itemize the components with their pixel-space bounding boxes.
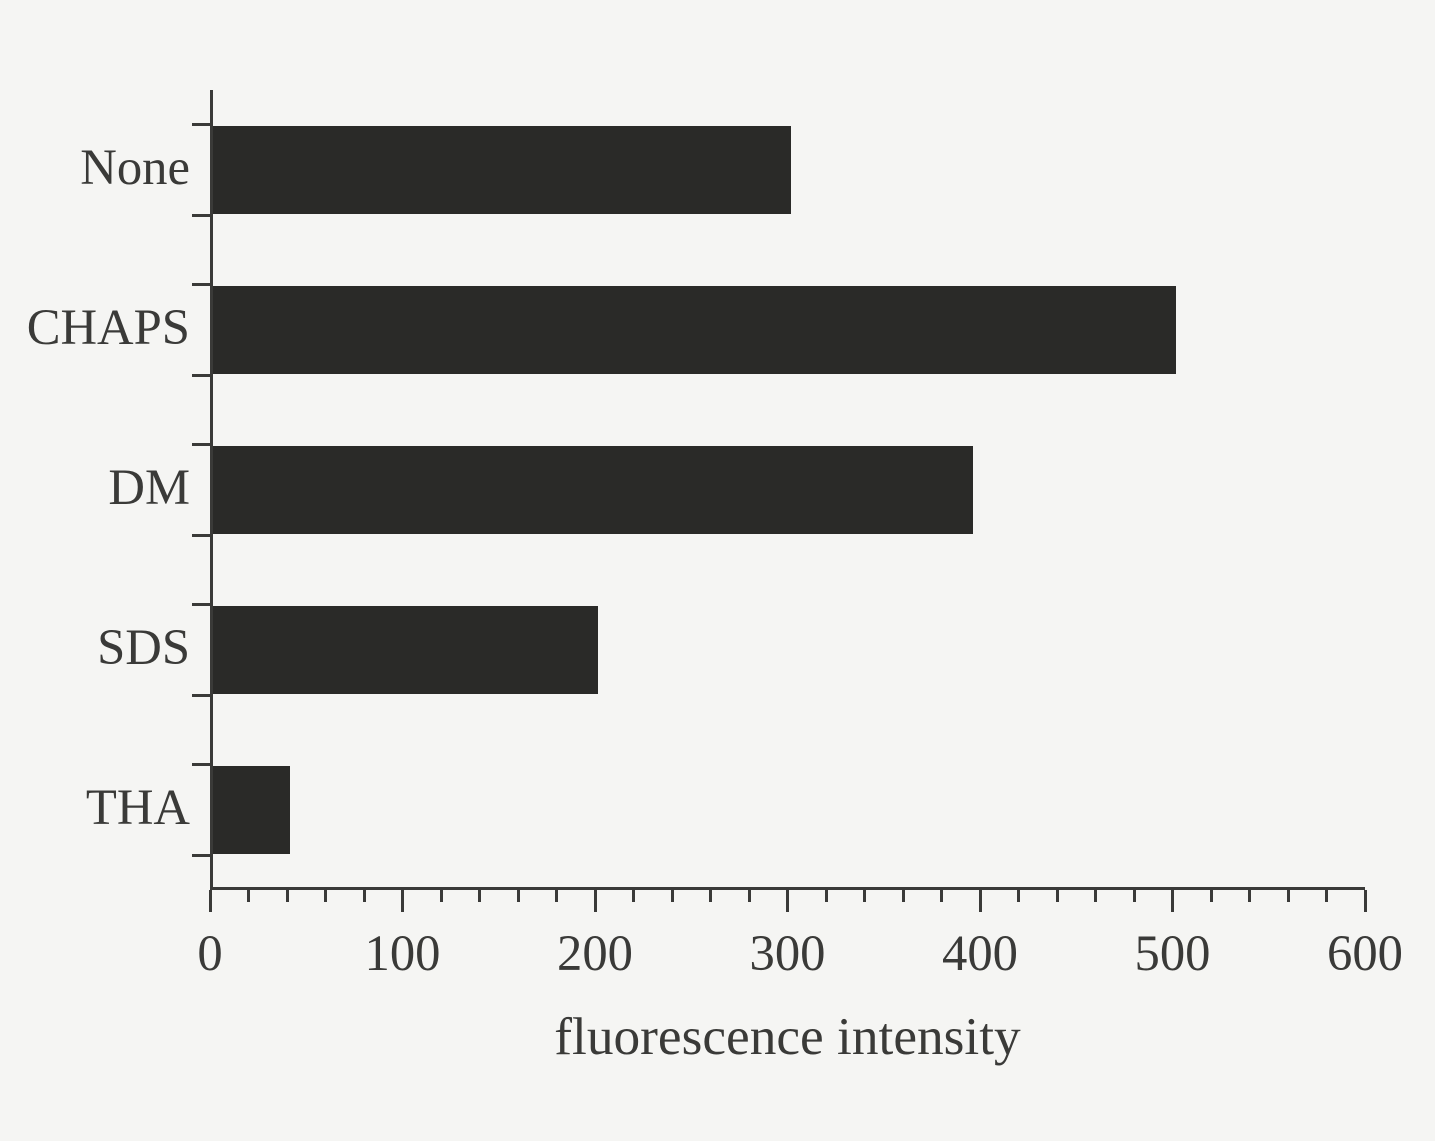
y-label: DM [108, 458, 190, 516]
x-tick-minor [286, 890, 289, 902]
y-tick [192, 214, 210, 217]
x-tick-minor [863, 890, 866, 902]
x-tick-minor [1017, 890, 1020, 902]
bar-tha [213, 766, 290, 854]
x-axis-title: fluorescence intensity [554, 1005, 1020, 1067]
x-tick-label: 600 [1327, 924, 1403, 982]
x-tick-minor [902, 890, 905, 902]
x-tick-major [209, 890, 212, 912]
bar-chaps [213, 286, 1176, 374]
y-label: CHAPS [27, 298, 190, 356]
y-tick [192, 443, 210, 446]
y-tick [192, 603, 210, 606]
x-tick-minor [1133, 890, 1136, 902]
x-tick-minor [555, 890, 558, 902]
x-tick-minor [1056, 890, 1059, 902]
x-tick-minor [632, 890, 635, 902]
y-tick [192, 283, 210, 286]
bar-sds [213, 606, 598, 694]
x-tick-minor [671, 890, 674, 902]
x-tick-minor [825, 890, 828, 902]
x-tick-minor [748, 890, 751, 902]
x-tick-minor [1248, 890, 1251, 902]
x-tick-major [1171, 890, 1174, 912]
y-label: SDS [97, 618, 190, 676]
x-tick-minor [1287, 890, 1290, 902]
x-tick-minor [247, 890, 250, 902]
x-tick-minor [1325, 890, 1328, 902]
y-tick [192, 854, 210, 857]
x-tick-major [594, 890, 597, 912]
x-tick-label: 500 [1135, 924, 1211, 982]
x-tick-label: 200 [557, 924, 633, 982]
bar-none [213, 126, 791, 214]
y-tick [192, 123, 210, 126]
x-tick-minor [324, 890, 327, 902]
x-tick-minor [1094, 890, 1097, 902]
x-tick-major [786, 890, 789, 912]
x-tick-major [979, 890, 982, 912]
y-label: THA [86, 778, 190, 836]
y-tick [192, 534, 210, 537]
y-tick [192, 374, 210, 377]
x-tick-label: 300 [750, 924, 826, 982]
bar-dm [213, 446, 973, 534]
y-tick [192, 763, 210, 766]
y-tick [192, 694, 210, 697]
chart-container: fluorescence intensity None CHAPS DM SDS THA… [0, 0, 1435, 1141]
x-tick-minor [709, 890, 712, 902]
x-tick-label: 400 [942, 924, 1018, 982]
x-tick-minor [940, 890, 943, 902]
x-tick-major [1364, 890, 1367, 912]
x-tick-label: 100 [365, 924, 441, 982]
x-tick-minor [440, 890, 443, 902]
x-tick-minor [1210, 890, 1213, 902]
x-tick-major [401, 890, 404, 912]
x-tick-minor [478, 890, 481, 902]
x-tick-label: 0 [197, 924, 222, 982]
x-tick-minor [517, 890, 520, 902]
y-label: None [80, 138, 190, 196]
x-tick-minor [363, 890, 366, 902]
